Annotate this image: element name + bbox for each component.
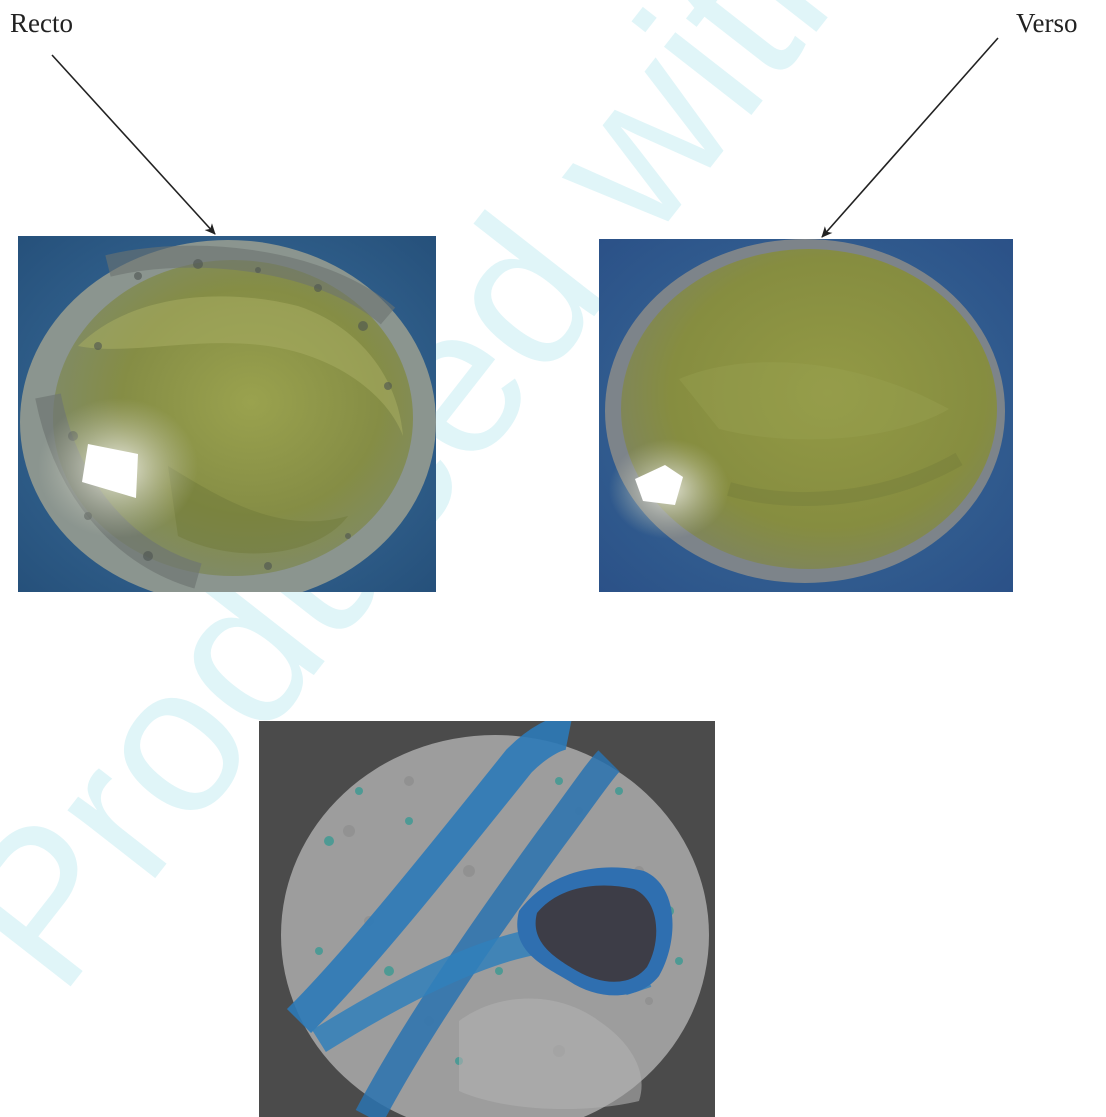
recto-photo [18, 236, 436, 592]
verso-photo [599, 239, 1013, 592]
verso-label: Verso [1016, 8, 1078, 38]
recto-arrow [51, 54, 216, 235]
verso-arrow [821, 37, 999, 238]
recto-label: Recto [10, 8, 73, 38]
processed-scan-image [259, 721, 715, 1117]
